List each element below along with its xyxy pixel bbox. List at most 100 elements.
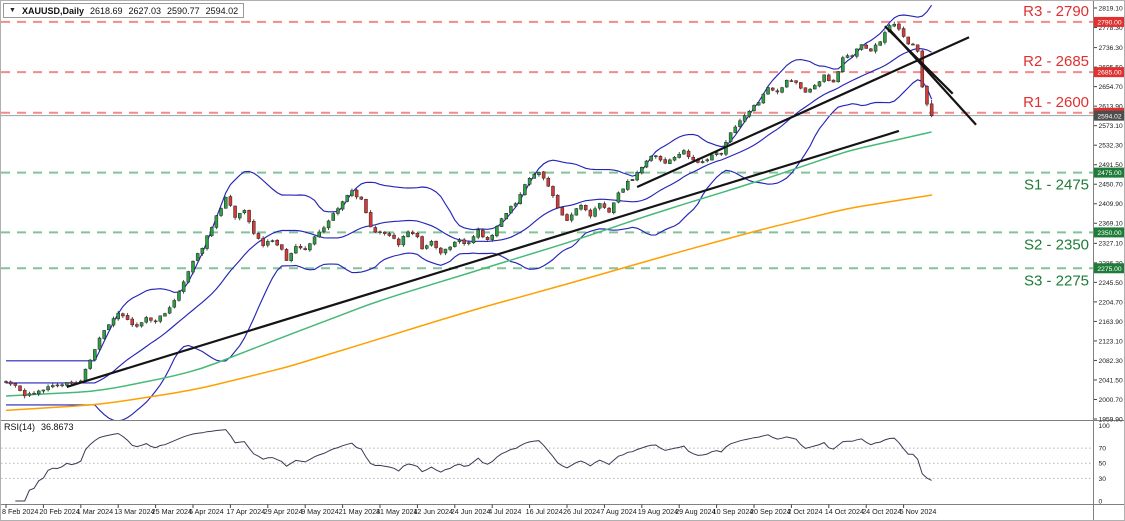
candle	[612, 202, 616, 213]
candle	[817, 81, 822, 87]
candle	[354, 189, 359, 198]
price-tick-label: 2409.90	[1099, 201, 1123, 208]
level-label-S1: S1 - 2475	[1024, 177, 1089, 194]
candle	[336, 208, 340, 214]
ohlc-high-value: 2627.03	[128, 5, 162, 16]
price-tick-label: 2204.70	[1099, 299, 1123, 306]
candle	[668, 159, 672, 164]
price-axis-badges: 2790.002685.002600.002475.002350.002275.…	[1094, 16, 1124, 274]
candle	[555, 194, 560, 209]
candle	[289, 253, 293, 261]
price-level-badge-S1: 2475.00	[1094, 167, 1124, 178]
candle	[495, 226, 499, 237]
candle	[560, 207, 565, 216]
candle	[710, 154, 714, 161]
candle	[597, 203, 602, 209]
price-tick-label: 2573.10	[1099, 123, 1123, 130]
candle	[827, 74, 831, 81]
candle	[415, 232, 420, 238]
candle	[878, 41, 882, 46]
candle	[546, 177, 551, 187]
price-tick-label: 2245.50	[1099, 280, 1123, 287]
chart-title-bar: ▼ XAUUSD,Daily 2618.69 2627.03 2590.77 2…	[3, 3, 245, 18]
price-tick-label: 2369.10	[1099, 221, 1123, 228]
date-tick-label: 24 Oct 2024	[862, 507, 901, 516]
secondary-uptrend-line[interactable]	[636, 36, 970, 188]
candle	[845, 55, 850, 58]
candle	[163, 313, 167, 317]
candle	[364, 198, 368, 213]
chevron-down-icon[interactable]: ▼	[9, 7, 16, 14]
date-tick-label: 5 Nov 2024	[900, 507, 937, 516]
candle	[784, 79, 789, 88]
candle	[770, 87, 775, 91]
candle	[700, 161, 705, 164]
candle	[401, 236, 406, 246]
price-tick-label: 2778.30	[1099, 25, 1123, 32]
candlesticks	[4, 21, 934, 399]
candle	[677, 154, 681, 158]
candle	[13, 383, 18, 386]
candle	[579, 205, 583, 210]
price-tick-label: 2123.10	[1099, 338, 1123, 345]
candle	[607, 207, 611, 213]
candle	[892, 23, 896, 27]
candle	[565, 214, 569, 221]
candle	[420, 236, 424, 250]
trendlines[interactable]	[66, 25, 977, 388]
rsi-tick-label: 50	[1099, 461, 1107, 468]
candle	[181, 281, 186, 292]
bollinger-upper-band	[6, 4, 933, 362]
primary-uptrend-line[interactable]	[66, 129, 900, 388]
rsi-indicator-label: RSI(14) 36.8673	[4, 422, 74, 432]
candle	[172, 300, 177, 308]
candle	[756, 102, 761, 106]
date-tick-label: 31 May 2024	[376, 507, 418, 516]
breakdown-line-2[interactable]	[888, 28, 977, 126]
candle	[649, 156, 653, 161]
rsi-tick-label: 0	[1099, 498, 1103, 505]
date-tick-label: 21 May 2024	[339, 507, 381, 516]
candle	[8, 381, 13, 385]
candle	[294, 246, 298, 254]
candle	[387, 233, 392, 236]
candle	[4, 381, 8, 383]
price-level-badge-R3: 2790.00	[1094, 16, 1124, 27]
candle	[406, 231, 410, 238]
price-tick-label: 2041.50	[1099, 377, 1123, 384]
candle	[214, 215, 219, 228]
date-tick-label: 20 Sep 2024	[750, 507, 791, 516]
candle	[158, 315, 163, 322]
date-tick-label: 12 Jun 2024	[413, 507, 453, 516]
date-tick-label: 20 Feb 2024	[39, 507, 79, 516]
candle	[635, 172, 639, 181]
candle	[850, 55, 854, 57]
candle	[855, 48, 859, 57]
level-label-R3: R3 - 2790	[1023, 3, 1089, 20]
level-label-R2: R2 - 2685	[1023, 53, 1089, 70]
price-tick-label: 2491.50	[1099, 162, 1123, 169]
candle	[640, 166, 644, 174]
support-resistance-lines[interactable]	[1, 20, 1093, 270]
candle	[368, 212, 373, 228]
candle	[682, 150, 686, 155]
candle	[911, 43, 915, 46]
candle	[238, 213, 242, 219]
candle	[859, 44, 864, 50]
candle	[583, 205, 588, 211]
support-resistance-labels: R3 - 2790 R2 - 2685 R1 - 2600 S1 - 2475 S2 -…	[1023, 3, 1089, 289]
candle	[462, 239, 466, 244]
candle	[738, 120, 742, 127]
candle	[761, 93, 766, 104]
candle	[920, 50, 925, 88]
svg-text:2475.00: 2475.00	[1097, 170, 1121, 177]
candle	[308, 243, 312, 251]
candle	[51, 385, 55, 388]
candle	[167, 307, 172, 314]
price-level-badge-R2: 2685.00	[1094, 67, 1124, 78]
candle	[312, 236, 317, 245]
date-tick-label: 16 Jul 2024	[526, 507, 563, 516]
date-tick-label: 14 Oct 2024	[825, 507, 864, 516]
candle	[752, 105, 756, 112]
